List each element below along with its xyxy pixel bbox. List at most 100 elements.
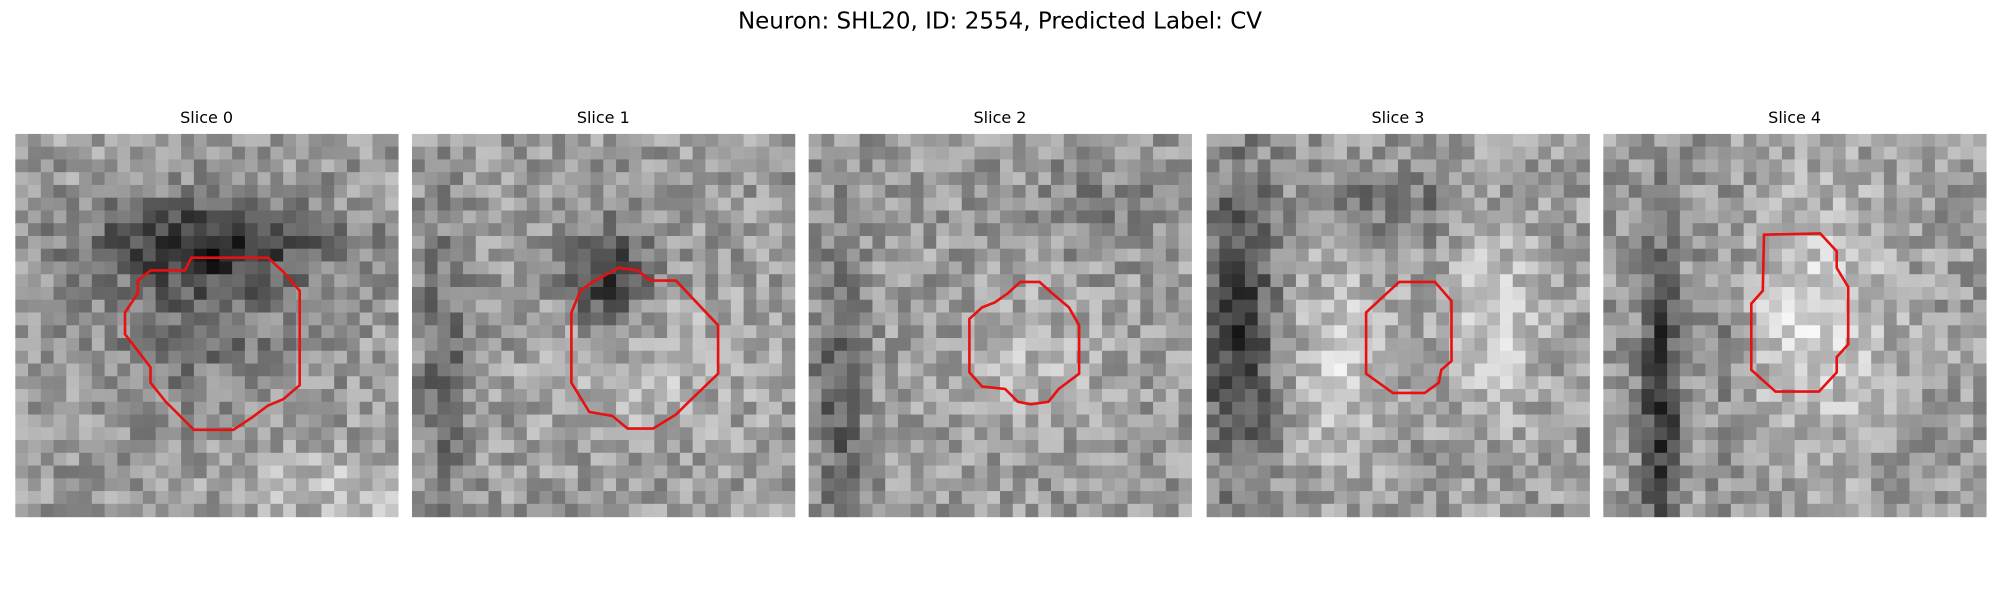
pixel xyxy=(603,248,617,263)
pixel xyxy=(334,478,348,492)
pixel xyxy=(1525,210,1539,224)
pixel xyxy=(514,210,528,224)
pixel xyxy=(104,210,118,224)
pixel xyxy=(1270,465,1284,479)
pixel xyxy=(91,401,106,416)
pixel xyxy=(1346,235,1361,250)
pixel xyxy=(641,478,655,492)
pixel xyxy=(1076,414,1090,428)
pixel xyxy=(756,312,770,326)
pixel xyxy=(1308,440,1323,454)
pixel xyxy=(1000,427,1014,441)
pixel xyxy=(577,363,592,377)
pixel xyxy=(859,363,874,377)
pixel xyxy=(1025,452,1039,467)
pixel xyxy=(1807,210,1821,224)
pixel xyxy=(1922,261,1936,275)
pixel xyxy=(1257,159,1272,173)
pixel xyxy=(743,389,757,403)
pixel xyxy=(1820,184,1834,199)
pixel xyxy=(155,133,169,148)
pixel xyxy=(987,159,1001,173)
pixel xyxy=(79,325,93,339)
pixel xyxy=(1270,159,1284,173)
pixel xyxy=(232,325,246,339)
pixel xyxy=(948,312,963,326)
pixel xyxy=(1922,427,1936,441)
pixel xyxy=(1616,286,1630,301)
pixel xyxy=(295,427,310,441)
pixel xyxy=(1012,325,1027,339)
pixel xyxy=(834,146,848,161)
pixel xyxy=(1947,210,1962,224)
pixel xyxy=(641,503,655,518)
pixel xyxy=(295,146,310,161)
pixel xyxy=(1896,197,1911,212)
pixel xyxy=(359,223,374,237)
pixel xyxy=(1102,146,1116,161)
pixel xyxy=(1372,197,1386,212)
pixel xyxy=(577,197,592,212)
pixel xyxy=(66,376,80,390)
pixel xyxy=(718,312,732,326)
pixel xyxy=(859,325,874,339)
pixel xyxy=(1232,452,1246,467)
pixel xyxy=(1114,452,1129,467)
pixel xyxy=(142,133,157,148)
pixel xyxy=(1883,503,1898,518)
pixel xyxy=(514,338,528,352)
pixel xyxy=(692,197,706,212)
pixel xyxy=(1973,312,1987,326)
pixel xyxy=(808,299,823,314)
pixel xyxy=(974,465,988,479)
pixel xyxy=(885,350,899,365)
pixel xyxy=(1423,338,1437,352)
pixel xyxy=(974,133,988,148)
pixel xyxy=(923,503,937,518)
pixel xyxy=(1397,401,1412,416)
pixel xyxy=(834,248,848,263)
pixel xyxy=(450,389,464,403)
pixel xyxy=(1973,286,1987,301)
pixel xyxy=(1960,159,1974,173)
pixel xyxy=(1538,440,1552,454)
pixel xyxy=(552,133,566,148)
pixel xyxy=(15,414,29,428)
pixel xyxy=(679,491,694,505)
pixel xyxy=(974,197,988,212)
pixel xyxy=(730,159,745,173)
pixel xyxy=(718,427,732,441)
pixel xyxy=(283,146,297,161)
pixel xyxy=(1883,376,1898,390)
pixel xyxy=(104,274,118,288)
pixel xyxy=(1947,401,1962,416)
pixel xyxy=(1692,414,1706,428)
pixel xyxy=(718,184,732,199)
pixel xyxy=(781,325,796,339)
pixel xyxy=(1165,197,1180,212)
pixel xyxy=(961,452,976,467)
pixel xyxy=(834,338,848,352)
pixel xyxy=(1679,172,1694,186)
pixel xyxy=(1385,210,1399,224)
pixel xyxy=(641,491,655,505)
pixel xyxy=(679,146,694,161)
pixel xyxy=(1730,248,1745,263)
pixel xyxy=(1820,312,1834,326)
pixel xyxy=(756,261,770,275)
pixel xyxy=(1641,389,1655,403)
pixel xyxy=(463,414,477,428)
pixel xyxy=(821,363,835,377)
pixel xyxy=(1025,172,1039,186)
pixel xyxy=(885,401,899,416)
pixel xyxy=(1960,338,1974,352)
pixel xyxy=(91,312,106,326)
pixel xyxy=(411,440,426,454)
pixel xyxy=(1718,491,1732,505)
pixel xyxy=(514,133,528,148)
pixel xyxy=(961,389,976,403)
pixel xyxy=(1756,159,1770,173)
pixel xyxy=(1270,184,1284,199)
pixel xyxy=(1616,401,1630,416)
pixel xyxy=(1270,401,1284,416)
